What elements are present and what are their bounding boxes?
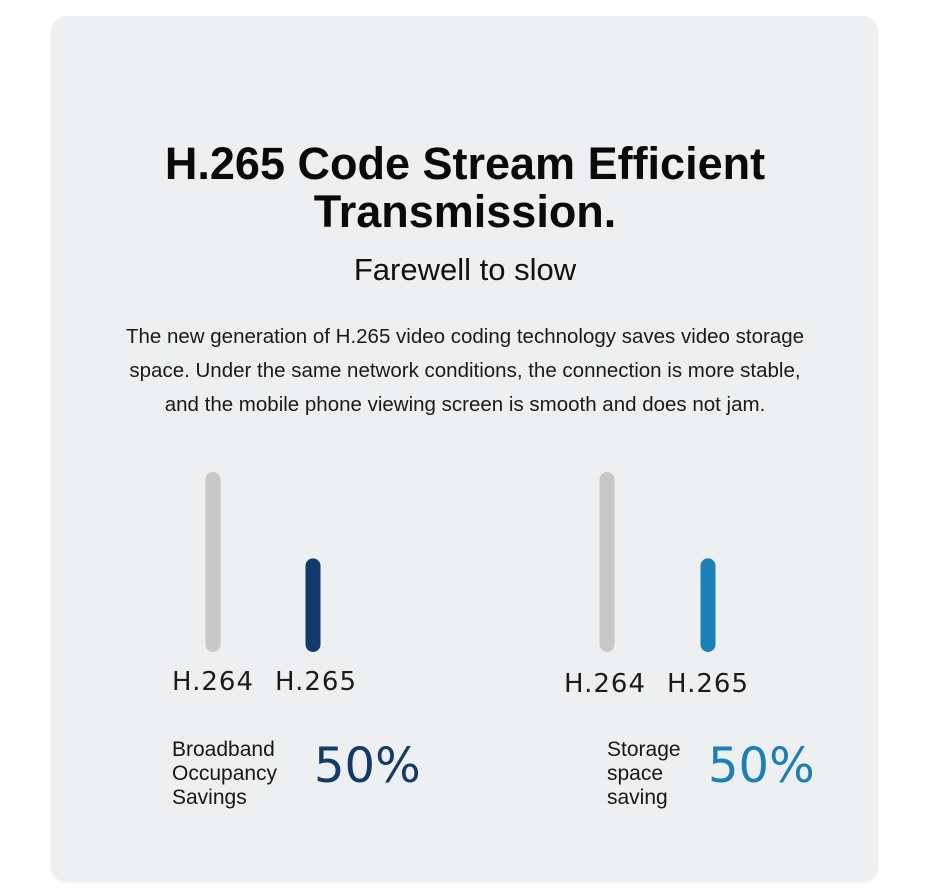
bandwidth-savings-label: Broadband Occupancy Savings (172, 738, 278, 809)
page-subtitle: Farewell to slow (353, 252, 577, 287)
bandwidth-savings-value: 50% (314, 738, 421, 794)
storage-bar-h265 (700, 558, 716, 652)
storage-savings-label: Storage space saving (607, 738, 681, 809)
storage-tick-label-h264: H.264 (564, 669, 646, 699)
description-line-3: and the mobile phone viewing screen is s… (164, 393, 766, 416)
description-line-1: The new generation of H.265 video coding… (125, 325, 805, 348)
bandwidth-tick-label-h264: H.264 (172, 667, 254, 697)
storage-savings-value: 50% (708, 738, 815, 794)
description: The new generation of H.265 video coding… (60, 320, 870, 422)
page-title: H.265 Code Stream Efficient Transmission… (0, 140, 930, 236)
storage-tick-label-h265: H.265 (667, 669, 749, 699)
storage-bar-h264 (599, 472, 615, 652)
bandwidth-bar-h265 (305, 558, 321, 652)
title-line-2: Transmission. (313, 186, 617, 237)
bandwidth-tick-label-h265: H.265 (275, 667, 357, 697)
description-line-2: space. Under the same network conditions… (129, 359, 801, 382)
title-line-1: H.265 Code Stream Efficient (164, 138, 766, 189)
content-card (51, 16, 878, 882)
bandwidth-bar-h264 (205, 472, 221, 652)
